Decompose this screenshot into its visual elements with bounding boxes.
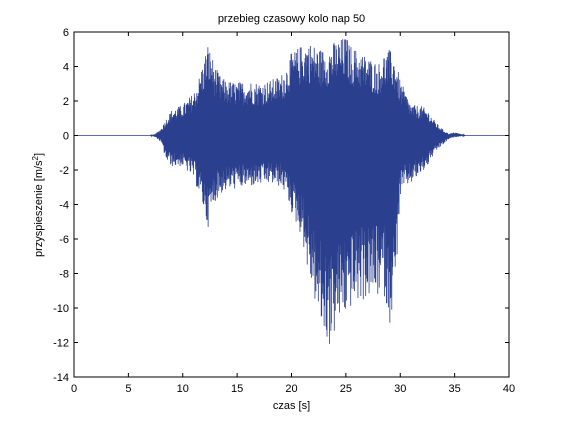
y-tick-label: -4	[59, 200, 69, 212]
y-tick-label: 6	[63, 27, 69, 39]
chart-title: przebieg czasowy kolo nap 50	[218, 13, 365, 25]
plot-frame	[73, 31, 510, 378]
y-axis-label-main: przyspieszenie [m/s	[33, 160, 45, 257]
y-tick-label: 0	[63, 131, 69, 143]
y-axis-label-end: ]	[33, 153, 45, 156]
x-tick-label: 5	[125, 383, 131, 395]
y-tick-label: -6	[59, 234, 69, 246]
y-tick-label: -8	[59, 269, 69, 281]
y-tick-label: -14	[53, 372, 69, 384]
x-tick-label: 0	[71, 383, 77, 395]
y-axis-label: przyspieszenie [m/s2]	[31, 153, 46, 257]
x-axis-ticks: 0 5 10 15 20 25 30 35 40	[71, 32, 515, 395]
y-axis-label-superscript: 2	[31, 155, 40, 160]
series-layer	[74, 39, 509, 344]
x-tick-label: 25	[340, 383, 352, 395]
x-tick-label: 10	[177, 383, 189, 395]
x-axis-label: czas [s]	[273, 400, 310, 412]
y-tick-label: -10	[53, 303, 69, 315]
x-tick-label: 35	[449, 383, 461, 395]
signal-series-line	[74, 39, 509, 344]
x-tick-label: 40	[503, 383, 515, 395]
y-tick-label: 2	[63, 96, 69, 108]
x-tick-label: 20	[285, 383, 297, 395]
y-tick-label: -2	[59, 165, 69, 177]
x-tick-label: 30	[394, 383, 406, 395]
y-tick-label: -12	[53, 338, 69, 350]
x-tick-label: 15	[231, 383, 243, 395]
y-tick-label: 4	[63, 62, 69, 74]
